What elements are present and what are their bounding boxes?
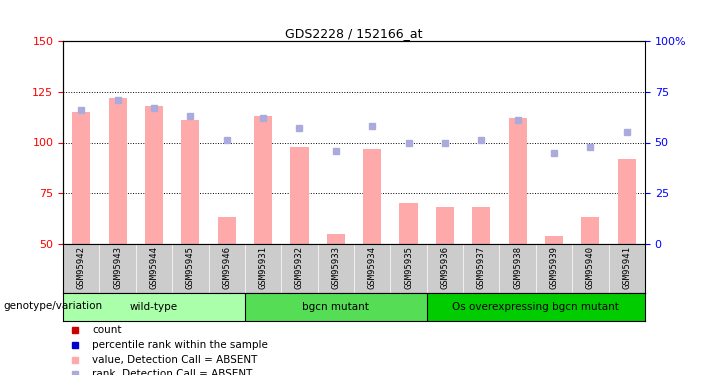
Text: GSM95943: GSM95943 xyxy=(113,246,122,289)
Bar xyxy=(72,112,90,244)
Bar xyxy=(290,147,308,244)
Text: GSM95931: GSM95931 xyxy=(259,246,268,289)
Text: GSM95934: GSM95934 xyxy=(368,246,376,289)
Bar xyxy=(63,292,245,321)
Bar xyxy=(545,236,563,244)
Text: GSM95936: GSM95936 xyxy=(440,246,449,289)
Text: value, Detection Call = ABSENT: value, Detection Call = ABSENT xyxy=(93,355,257,365)
Text: Os overexpressing bgcn mutant: Os overexpressing bgcn mutant xyxy=(452,302,619,312)
Bar xyxy=(400,203,418,244)
Bar xyxy=(363,148,381,244)
Bar xyxy=(245,292,427,321)
Text: GSM95938: GSM95938 xyxy=(513,246,522,289)
Bar xyxy=(217,217,236,244)
Bar xyxy=(327,234,345,244)
Text: GSM95933: GSM95933 xyxy=(332,246,340,289)
Text: GSM95939: GSM95939 xyxy=(550,246,559,289)
Text: GSM95945: GSM95945 xyxy=(186,246,195,289)
Bar xyxy=(436,207,454,244)
Bar xyxy=(145,106,163,244)
Bar xyxy=(508,118,526,244)
Text: count: count xyxy=(93,326,122,335)
Title: GDS2228 / 152166_at: GDS2228 / 152166_at xyxy=(285,27,423,40)
Bar xyxy=(472,207,491,244)
Text: GSM95941: GSM95941 xyxy=(622,246,631,289)
Text: genotype/variation: genotype/variation xyxy=(4,302,102,311)
Bar xyxy=(427,292,645,321)
Text: bgcn mutant: bgcn mutant xyxy=(302,302,369,312)
Text: GSM95935: GSM95935 xyxy=(404,246,413,289)
Text: GSM95946: GSM95946 xyxy=(222,246,231,289)
Text: GSM95937: GSM95937 xyxy=(477,246,486,289)
Bar xyxy=(254,116,272,244)
Text: rank, Detection Call = ABSENT: rank, Detection Call = ABSENT xyxy=(93,369,252,375)
Text: GSM95942: GSM95942 xyxy=(77,246,86,289)
Bar xyxy=(581,217,599,244)
Text: GSM95932: GSM95932 xyxy=(295,246,304,289)
Text: percentile rank within the sample: percentile rank within the sample xyxy=(93,340,268,350)
Bar xyxy=(618,159,636,244)
Bar xyxy=(109,98,127,244)
Bar xyxy=(182,120,200,244)
Text: GSM95944: GSM95944 xyxy=(149,246,158,289)
Text: GSM95940: GSM95940 xyxy=(586,246,595,289)
Text: wild-type: wild-type xyxy=(130,302,178,312)
